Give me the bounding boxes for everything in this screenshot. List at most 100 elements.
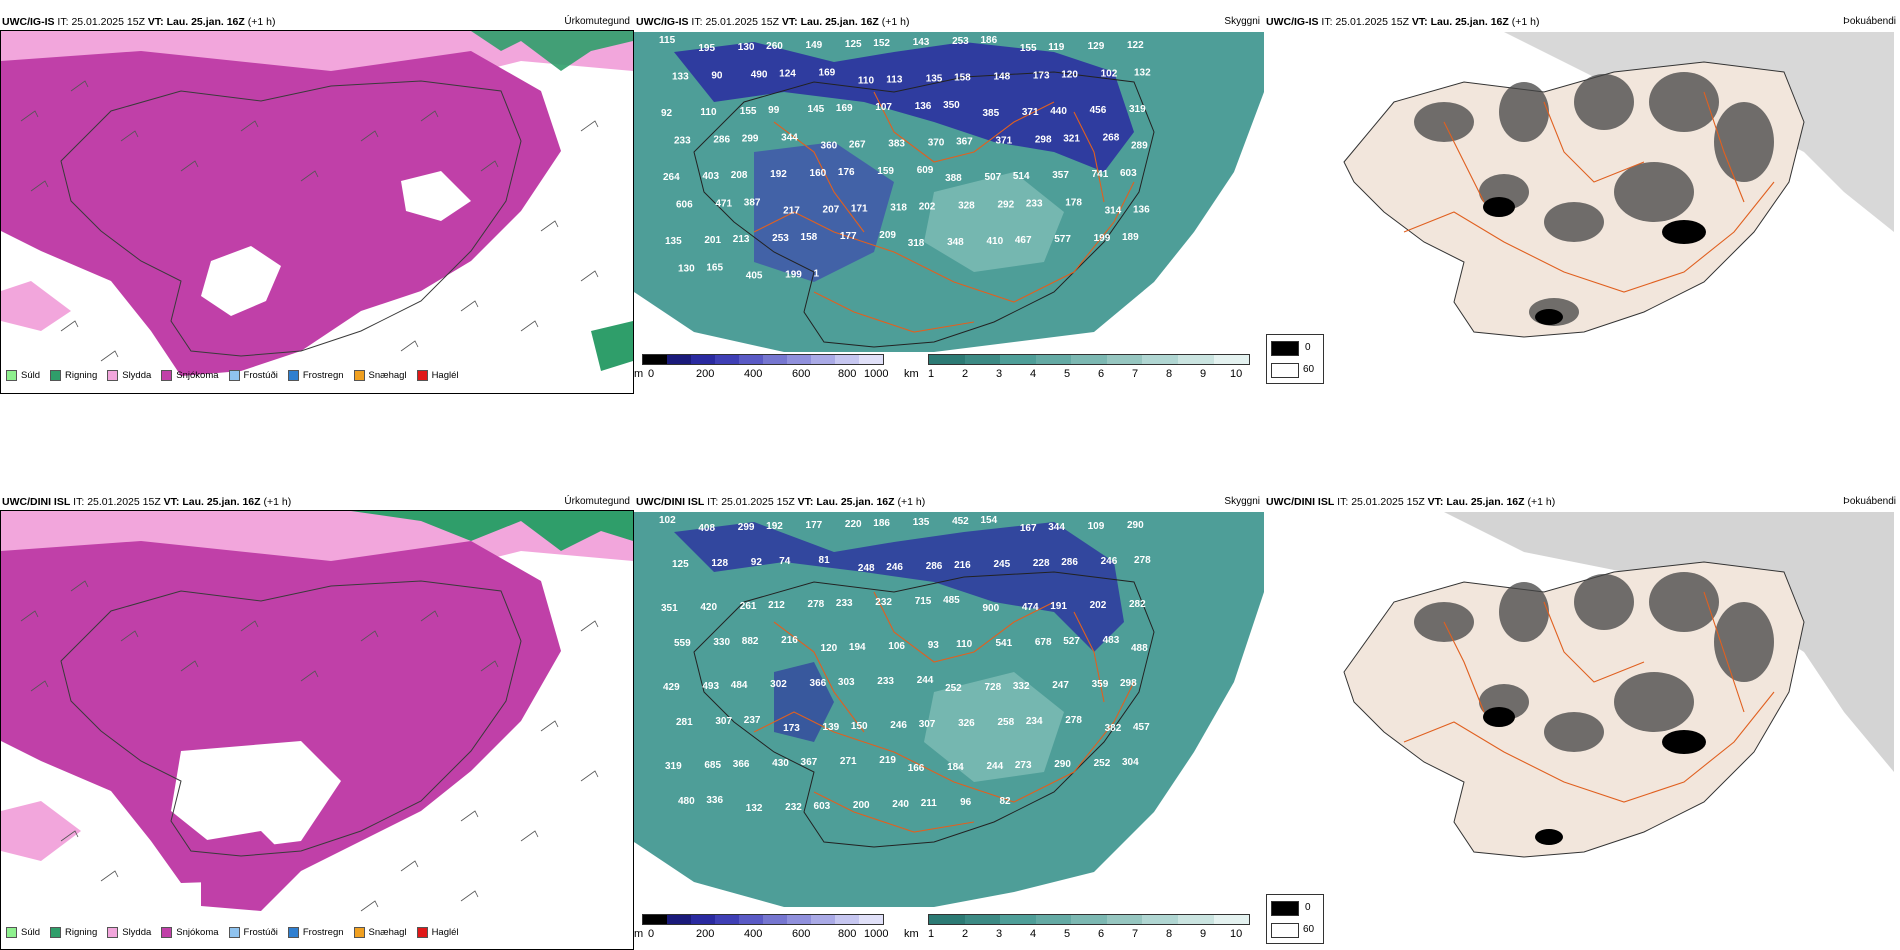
cloud-base-value: 289	[1131, 141, 1148, 152]
cloud-base-value: 741	[1092, 169, 1109, 180]
cloud-base-value: 307	[919, 719, 936, 730]
cloud-base-value: 132	[746, 803, 763, 814]
no-precip-hole	[201, 246, 281, 316]
it-label: IT:	[691, 16, 703, 28]
cloud-base-value: 252	[1094, 758, 1111, 769]
cloud-base-value: 177	[806, 520, 823, 531]
precip-legend-swatch	[161, 370, 173, 381]
precip-legend-swatch	[287, 370, 299, 381]
cloud-base-value: 344	[781, 133, 798, 144]
precip-legend-swatch	[228, 927, 240, 938]
visibility-tick: 1	[928, 368, 935, 380]
cloud-base-value: 158	[801, 232, 818, 243]
cloud-base-value: 200	[853, 800, 870, 811]
cloud-base-value: 216	[954, 560, 971, 571]
model-name: UWC/DINI ISL	[636, 496, 705, 508]
precip-legend-swatch	[416, 370, 428, 381]
cloud-base-value: 244	[917, 675, 934, 686]
visibility-tick: 2	[962, 368, 969, 380]
cloud-base-value: 541	[995, 638, 1012, 649]
vt-value: Lau. 25.jan. 16Z	[182, 496, 261, 508]
cloud-base-value: 81	[819, 555, 831, 566]
cloud-base-value: 110	[956, 639, 973, 650]
cloud-base-value: 385	[982, 108, 999, 119]
cloud-base-value: 278	[808, 599, 825, 610]
cloud-base-value: 484	[731, 680, 748, 691]
cloud-base-value: 139	[823, 722, 840, 733]
cloud-base-value: 527	[1063, 636, 1080, 647]
cloud-base-value: 303	[838, 677, 855, 688]
cloud-base-value: 192	[766, 521, 783, 532]
cloud-base-value: 483	[1103, 635, 1120, 646]
visibility-map: 115 195 130 260 149 125 152 143 253 186 155 119 129 1…	[634, 32, 1264, 352]
cloud-base-value: 129	[1088, 41, 1105, 52]
panel-title: Skyggni	[1224, 496, 1260, 507]
fog-legend-label: 0	[1305, 902, 1311, 913]
it-value: 25.01.2025 15Z	[71, 16, 145, 28]
cloud-base-value: 370	[928, 138, 945, 149]
cloud-base-value: 169	[819, 68, 836, 79]
visibility-scale: km 1 2 3 4 5 6 7 8 9 10	[904, 914, 1264, 950]
visibility-tick: 8	[1166, 928, 1173, 940]
precip-legend-item: Haglél	[416, 927, 459, 938]
visibility-unit: km	[904, 928, 919, 940]
cloud-base-value: 148	[993, 72, 1010, 83]
road-network	[753, 91, 1135, 333]
cloud-base-value: 253	[952, 36, 969, 47]
cloud-base-value: 321	[1063, 134, 1080, 145]
precip-legend-label: Snjókoma	[176, 927, 219, 938]
cloud-base-value: 253	[772, 233, 789, 244]
visibility-panel-1: UWC/IG-IS IT: 25.01.2025 15Z VT: Lau. 25…	[634, 14, 1264, 394]
panel-title: Úrkomutegund	[564, 16, 630, 27]
cloud-base-value: 99	[768, 105, 780, 116]
cloud-base-value: 155	[1020, 43, 1037, 54]
cloudbase-tick: 1000	[864, 928, 889, 940]
cloud-base-value: 366	[810, 678, 827, 689]
cloud-base-value: 348	[947, 237, 964, 248]
cloud-base-value: 302	[770, 679, 787, 690]
cloud-base-value: 267	[849, 140, 866, 151]
precip-map	[0, 510, 634, 950]
precip-map	[0, 30, 634, 394]
cloud-base-value: 299	[742, 134, 759, 145]
cloud-base-value: 326	[958, 718, 975, 729]
precip-legend-item: Slydda	[107, 370, 151, 381]
cloud-base-value: 559	[674, 638, 691, 649]
cloud-base-value: 282	[1129, 599, 1146, 610]
precip-legend-item: Snjókoma	[161, 927, 219, 938]
lead-time: (+1 h)	[247, 16, 276, 28]
cloud-base-value: 360	[821, 141, 838, 152]
cloudbase-unit: m	[634, 368, 644, 380]
cloud-base-value: 286	[926, 561, 943, 572]
cloud-base-value: 178	[1065, 198, 1082, 209]
cloud-base-value: 115	[659, 35, 676, 46]
precip-legend-item: Frostregn	[287, 927, 344, 938]
precip-legend-swatch	[161, 927, 173, 938]
cloud-base-value: 212	[768, 600, 785, 611]
row-2: UWC/DINI ISL IT: 25.01.2025 15Z VT: Lau.…	[0, 494, 1900, 950]
visibility-tick: 9	[1200, 928, 1207, 940]
cloud-base-value: 186	[980, 35, 997, 46]
precip-legend-label: Slydda	[122, 370, 152, 381]
model-name: UWC/IG-IS	[1266, 16, 1319, 28]
precip-legend-label: Haglél	[431, 927, 459, 938]
cloudbase-tick: 800	[838, 928, 857, 940]
cloud-base-value: 211	[921, 798, 938, 809]
cloud-base-value: 184	[947, 762, 964, 773]
cloud-base-value: 173	[1033, 71, 1050, 82]
cloud-base-value: 171	[851, 204, 868, 215]
model-name: UWC/IG-IS	[2, 16, 55, 28]
cloud-base-value: 382	[1105, 723, 1122, 734]
cloudbase-scale: m 0 200 400 600 800 1000	[634, 354, 894, 390]
vt-value: Lau. 25.jan. 16Z	[800, 16, 879, 28]
cloud-base-value: 120	[1061, 70, 1078, 81]
cloud-base-value: 217	[783, 206, 800, 217]
cloud-base-value: 74	[779, 556, 791, 567]
cloud-base-value: 359	[1092, 679, 1109, 690]
cloud-base-value: 292	[997, 200, 1014, 211]
precip-legend-label: Frostregn	[302, 927, 344, 938]
cloud-base-value: 189	[1122, 232, 1139, 243]
it-value: 25.01.2025 15Z	[705, 16, 779, 28]
fog-map	[1324, 32, 1894, 372]
precip-legend-label: Rigning	[65, 370, 98, 381]
